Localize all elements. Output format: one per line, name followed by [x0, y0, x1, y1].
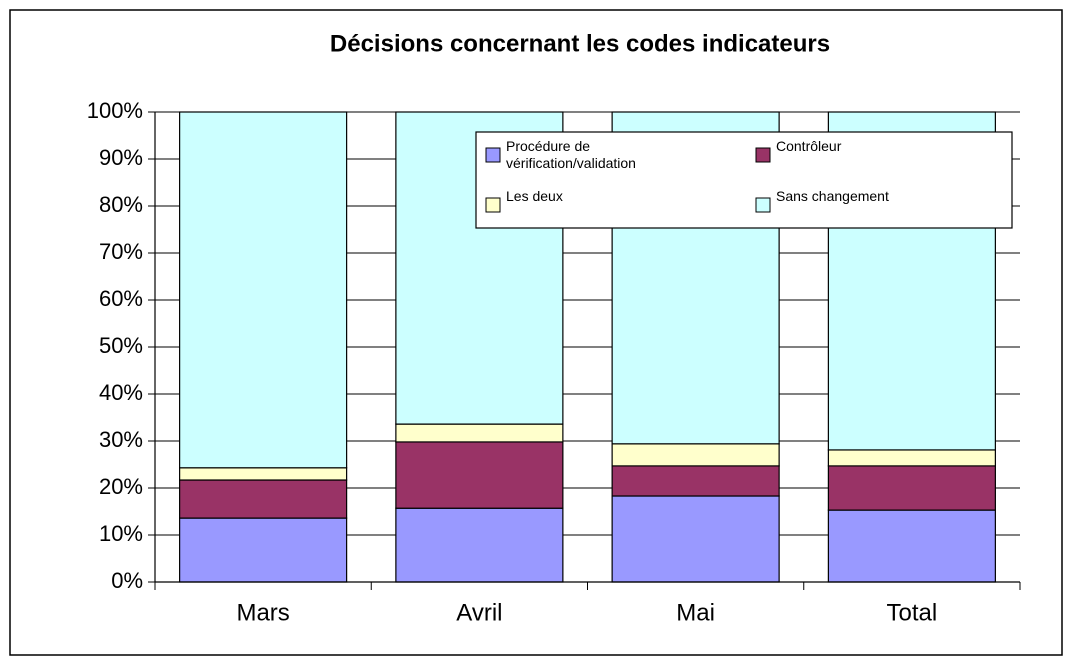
bar-segment [179, 467, 348, 481]
chart-title: Décisions concernant les codes indicateu… [330, 30, 830, 57]
legend-label: Procédure de vérification/validation [506, 138, 636, 171]
x-tick-label: Mars [236, 599, 289, 626]
y-tick-label: 10% [99, 521, 143, 546]
legend-label: Les deux [506, 188, 563, 204]
bar-segment [179, 517, 348, 583]
legend-label-box: Contrôleur [776, 138, 842, 154]
x-tick-label: Avril [456, 599, 502, 626]
legend-swatch [485, 197, 501, 213]
y-tick-label: 20% [99, 474, 143, 499]
bar-segment [179, 479, 348, 519]
bar-segment [827, 509, 996, 583]
y-tick-label: 100% [87, 98, 143, 123]
y-tick-label: 90% [99, 145, 143, 170]
legend-label: Sans changement [776, 188, 889, 204]
legend-label-box: Sans changement [776, 188, 889, 204]
legend-swatch [755, 147, 771, 163]
bar-segment [611, 443, 780, 467]
y-tick-label: 40% [99, 380, 143, 405]
bar-segment [827, 449, 996, 467]
bar-segment [395, 423, 564, 443]
x-tick-label: Total [887, 599, 938, 626]
bar-segment [395, 507, 564, 583]
bar-segment [395, 441, 564, 509]
legend-label: Contrôleur [776, 138, 842, 154]
legend-box [475, 131, 1013, 229]
bar-segment [611, 495, 780, 583]
y-tick-label: 50% [99, 333, 143, 358]
legend-label-box: Les deux [506, 188, 563, 204]
y-tick-label: 60% [99, 286, 143, 311]
x-tick-label: Mai [676, 599, 715, 626]
y-tick-label: 0% [111, 568, 143, 593]
legend-swatch [485, 147, 501, 163]
legend-label-box: Procédure de vérification/validation [506, 138, 636, 171]
bar-segment [179, 111, 348, 469]
bar-segment [611, 465, 780, 497]
y-tick-label: 70% [99, 239, 143, 264]
y-tick-label: 30% [99, 427, 143, 452]
legend-swatch [755, 197, 771, 213]
bar-segment [827, 465, 996, 511]
y-tick-label: 80% [99, 192, 143, 217]
